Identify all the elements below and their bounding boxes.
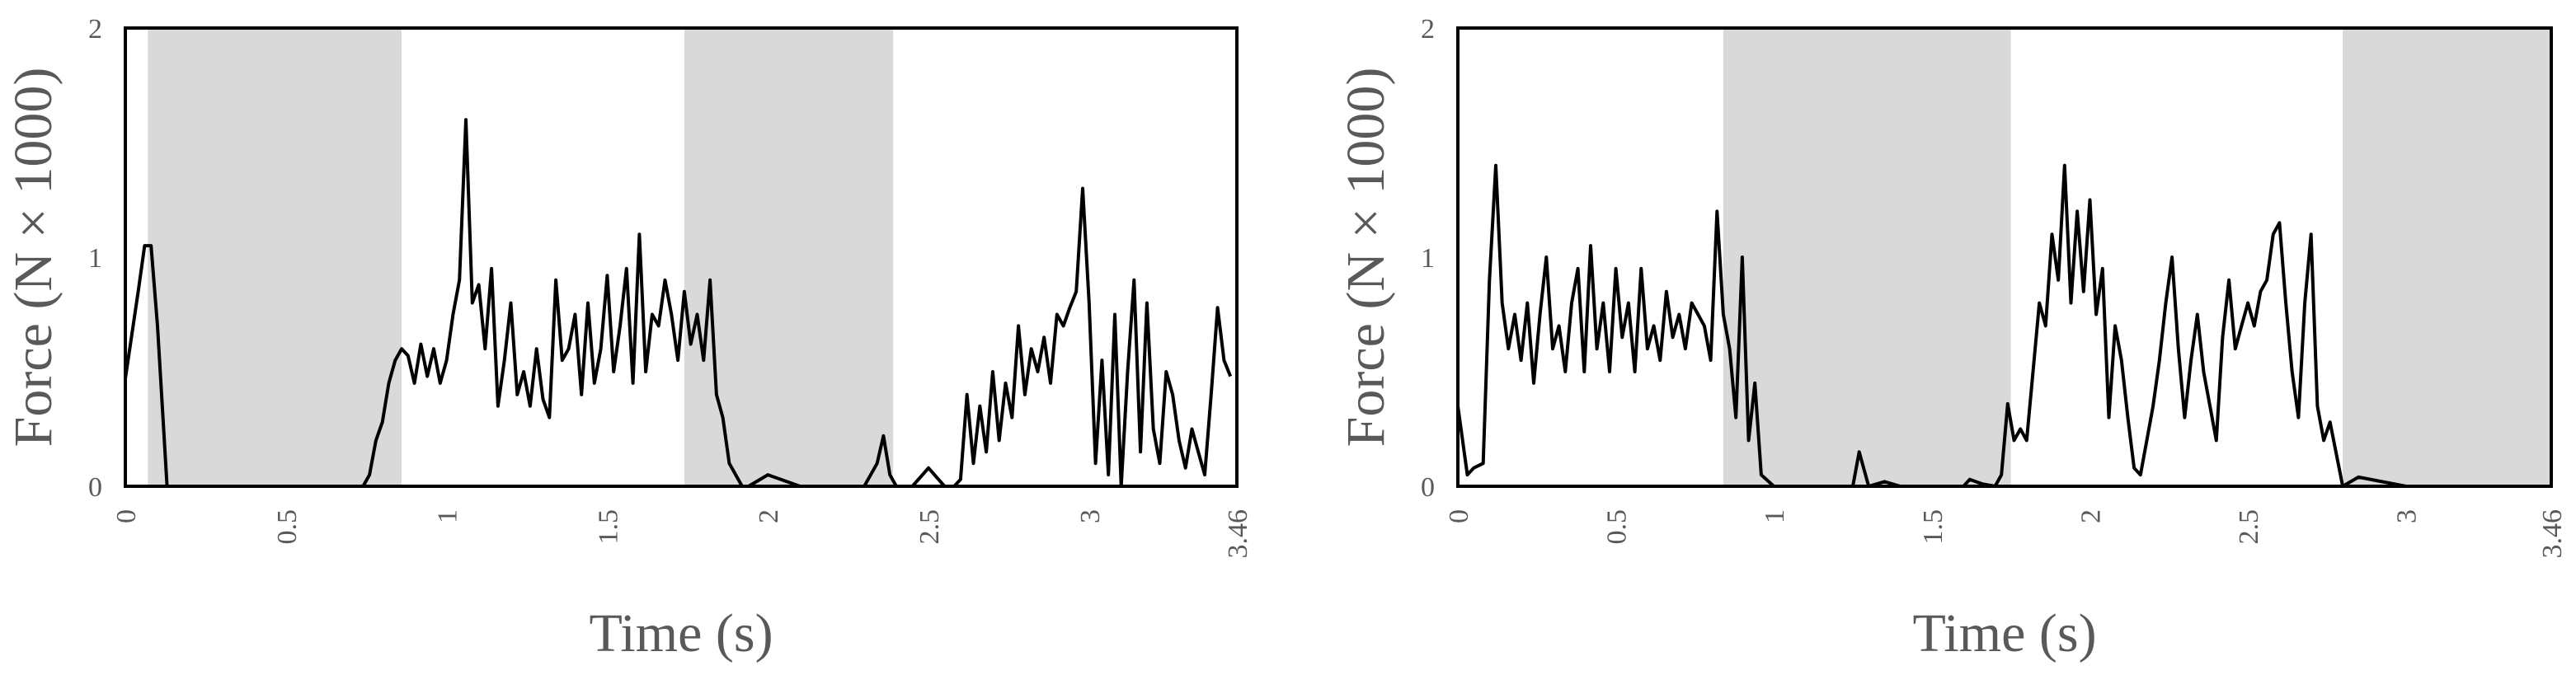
- plot-frame: [1456, 26, 2553, 488]
- x-tick-label: 2.5: [2234, 509, 2264, 545]
- x-tick-label: 0: [1444, 509, 1474, 523]
- x-tick-label: 0.5: [1602, 509, 1633, 545]
- shaded-interval-0: [1723, 28, 2011, 486]
- x-tick-label: 2: [754, 509, 784, 523]
- x-tick-label: 0.5: [272, 509, 303, 545]
- x-tick-label: 3: [2392, 509, 2423, 523]
- y-axis-title: Force (N × 1000): [3, 68, 63, 448]
- x-tick-label: 2.5: [914, 509, 945, 545]
- y-tick-label: 2: [1421, 14, 1435, 45]
- y-tick-label: 2: [88, 14, 102, 45]
- force-line: [124, 118, 1233, 488]
- y-axis-title: Force (N × 1000): [1336, 68, 1396, 448]
- x-tick-label: 3.46: [1223, 509, 1253, 559]
- x-tick-label: 1.5: [593, 509, 623, 545]
- x-tick-label: 3: [1075, 509, 1106, 523]
- x-tick-label: 1.5: [1918, 509, 1948, 545]
- x-tick-label: 0: [111, 509, 142, 523]
- shaded-interval-0: [148, 28, 402, 486]
- chart-right: 0 1 2 0 0.5 1 1.5 2 2.5 3 3.46 Time (s) Force (N × 1…: [1336, 14, 2568, 663]
- x-tick-label: 1: [433, 509, 463, 523]
- y-tick-label: 0: [88, 472, 102, 503]
- shaded-interval-1: [2343, 28, 2551, 486]
- y-tick-label: 1: [1421, 243, 1435, 274]
- x-tick-label: 1: [1760, 509, 1790, 523]
- x-axis-title: Time (s): [589, 603, 773, 663]
- shaded-interval-1: [684, 28, 894, 486]
- y-tick-label: 1: [88, 243, 102, 274]
- x-tick-label: 3.46: [2537, 509, 2568, 559]
- x-axis-title: Time (s): [1912, 603, 2096, 663]
- force-line: [1456, 163, 2551, 488]
- chart-left: 0 1 2 0 0.5 1 1.5 2 2.5 3 3.46 Time (s) Force (N × 1…: [3, 14, 1253, 663]
- plot-frame: [124, 26, 1239, 488]
- y-tick-label: 0: [1421, 472, 1435, 503]
- x-tick-label: 2: [2075, 509, 2106, 523]
